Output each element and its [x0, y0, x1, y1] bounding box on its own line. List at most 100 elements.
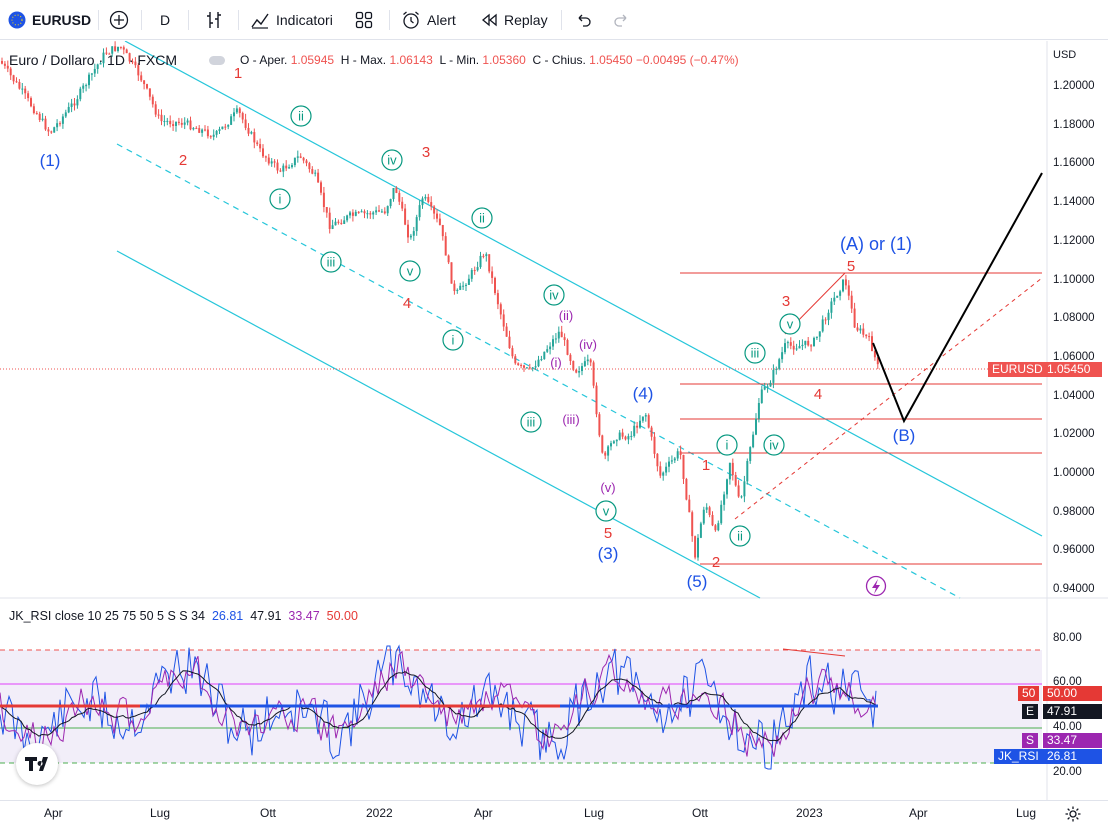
candle [256, 140, 259, 147]
candle [215, 129, 218, 138]
candle [314, 169, 317, 177]
candle [317, 168, 320, 183]
undo-button[interactable] [575, 6, 593, 34]
symbol-flag-icon [8, 11, 26, 29]
candle [871, 331, 873, 352]
candle [85, 83, 88, 92]
rsi-50-tag-value: 50.00 [1043, 686, 1102, 701]
candle [441, 224, 444, 241]
wave-label-red: 5 [604, 525, 612, 542]
settings-button[interactable] [1064, 805, 1082, 828]
candle [61, 113, 64, 129]
candle [288, 164, 291, 169]
candle [842, 279, 844, 293]
candle [546, 345, 549, 353]
legend-dot[interactable] [209, 56, 225, 65]
candle [418, 200, 421, 221]
price-axis-label: 1.00000 [1053, 467, 1095, 479]
candle [346, 214, 349, 223]
candle [407, 219, 409, 243]
ohlc-legend: Euro / Dollaro · 1D · FXCM [9, 52, 177, 68]
tradingview-logo[interactable] [16, 743, 58, 785]
wave-label-purple: (v) [600, 480, 615, 495]
candle [589, 358, 592, 367]
replay-button[interactable]: Replay [480, 6, 548, 34]
candle [157, 109, 160, 119]
candle [3, 61, 6, 69]
plus-circle-icon [109, 10, 129, 30]
wave-label-purple: (ii) [559, 308, 573, 323]
currency-label[interactable]: USD [1053, 49, 1077, 61]
candle [705, 503, 708, 513]
candle [343, 216, 346, 225]
candle [833, 291, 836, 305]
time-axis-label: 2022 [366, 806, 393, 820]
wave-label-blue: (5) [687, 572, 708, 591]
candle [749, 446, 752, 464]
time-axis[interactable]: Apr Lug Ott 2022 Apr Lug Ott 2023 Apr Lug [0, 800, 1108, 839]
rsi-jk-tag-value: 26.81 [1043, 749, 1102, 764]
rsi-value-2: 47.91 [250, 609, 282, 623]
candle [30, 96, 32, 108]
compare-symbol-button[interactable] [109, 6, 129, 34]
alarm-clock-icon [403, 11, 419, 29]
indicators-button[interactable]: Indicatori [250, 6, 333, 34]
layouts-button[interactable] [354, 6, 374, 34]
candle [740, 495, 743, 499]
time-axis-label: Apr [909, 806, 928, 820]
candle [665, 462, 668, 476]
candle [351, 209, 354, 222]
candle [598, 412, 601, 438]
candle [726, 478, 728, 499]
candle [485, 252, 488, 262]
price-axis[interactable]: USD 1.20000 1.18000 1.16000 1.14000 1.12000 1… [1047, 41, 1108, 800]
candle [853, 302, 856, 329]
candle [575, 369, 578, 374]
price-axis-label: 1.02000 [1053, 428, 1095, 441]
candle [676, 448, 679, 461]
candle [79, 86, 82, 102]
price-axis-label: 1.18000 [1053, 118, 1095, 131]
price-chart-canvas[interactable]: (1)(3)(4)(5)(B)(A) or (1)12 34512345iiiii… [0, 41, 1108, 800]
rsi-axis-label: 80.00 [1053, 632, 1082, 644]
candle [813, 336, 815, 347]
candle [50, 130, 53, 134]
candle [804, 340, 807, 349]
chart-type-button[interactable] [204, 6, 224, 34]
candle [53, 126, 56, 133]
candle [807, 337, 810, 347]
candle [189, 116, 192, 131]
candle [560, 325, 563, 338]
candle [769, 380, 772, 387]
candle [557, 326, 560, 343]
candle [673, 456, 676, 464]
candle [795, 343, 798, 351]
candle [35, 111, 38, 115]
candle [134, 57, 137, 68]
time-axis-label: Ott [692, 806, 709, 820]
wave-label-green: v [595, 500, 617, 522]
candle [9, 66, 12, 80]
svg-text:iv: iv [549, 288, 559, 303]
candle [392, 188, 395, 202]
candle [444, 232, 447, 256]
candle [453, 280, 456, 295]
candle [218, 126, 221, 135]
interval-button[interactable]: D [160, 6, 170, 34]
candle [720, 500, 723, 525]
candle [578, 366, 581, 378]
symbol-search-button[interactable]: EURUSD [8, 6, 91, 34]
alert-button[interactable]: Alert [401, 6, 456, 34]
candle [383, 207, 386, 215]
candle [641, 416, 644, 423]
candle [183, 117, 186, 130]
redo-button[interactable] [612, 6, 630, 34]
candle [264, 155, 267, 162]
candle [227, 124, 230, 130]
lightning-icon[interactable] [865, 575, 887, 597]
chart-area[interactable]: (1) (3) (4) (5) (B) (A) or (1) 1 2 3 4 5 1 2 3 4 5 i ii ii… [0, 41, 1108, 800]
candle [566, 338, 569, 356]
wave-label-green: iv [381, 149, 403, 171]
candle [262, 144, 264, 158]
candle [624, 435, 627, 441]
